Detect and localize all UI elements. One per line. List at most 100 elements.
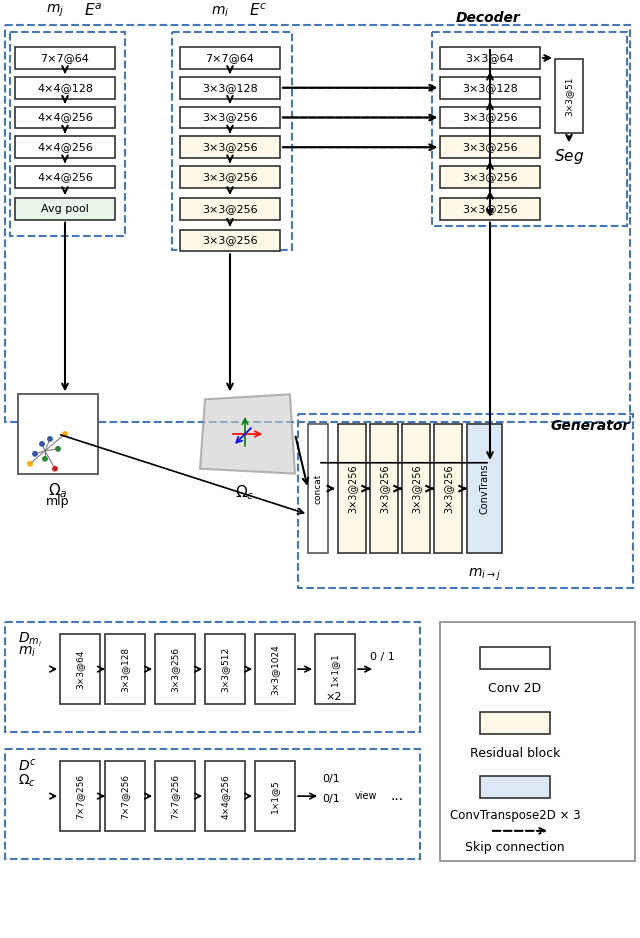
Point (53, 442, 63, 457)
FancyBboxPatch shape (467, 424, 502, 553)
FancyBboxPatch shape (15, 166, 115, 188)
FancyBboxPatch shape (255, 762, 295, 831)
Text: $m_{i\rightarrow j}$: $m_{i\rightarrow j}$ (468, 567, 501, 583)
Text: 3×3@256: 3×3@256 (411, 464, 421, 513)
Text: $E^c$: $E^c$ (249, 3, 268, 20)
Point (60, 427, 70, 442)
Text: ...: ... (390, 789, 403, 803)
Text: 3×3@51: 3×3@51 (564, 76, 573, 116)
Text: ConvTranspose2D × 3: ConvTranspose2D × 3 (450, 809, 580, 822)
Text: 4×4@256: 4×4@256 (37, 143, 93, 152)
Text: 3×3@128: 3×3@128 (120, 646, 129, 691)
Text: 3×3@1024: 3×3@1024 (271, 643, 280, 694)
Text: 0/1: 0/1 (322, 774, 340, 784)
FancyBboxPatch shape (555, 59, 583, 133)
Point (50, 461, 60, 477)
Text: Residual block: Residual block (470, 747, 560, 760)
FancyBboxPatch shape (255, 634, 295, 704)
FancyBboxPatch shape (180, 77, 280, 98)
FancyBboxPatch shape (402, 424, 430, 553)
Text: 3×3@256: 3×3@256 (443, 464, 453, 513)
Text: 3×3@256: 3×3@256 (347, 464, 357, 513)
FancyBboxPatch shape (180, 166, 280, 188)
Text: 4×4@256: 4×4@256 (37, 172, 93, 182)
Text: ×2: ×2 (325, 692, 342, 702)
Text: 3×3@256: 3×3@256 (462, 113, 518, 123)
PathPatch shape (200, 394, 295, 474)
FancyBboxPatch shape (370, 424, 398, 553)
FancyBboxPatch shape (180, 136, 280, 159)
Point (25, 456, 35, 471)
FancyBboxPatch shape (105, 634, 145, 704)
Text: 4×4@256: 4×4@256 (37, 113, 93, 123)
Text: 7×7@256: 7×7@256 (170, 774, 179, 819)
FancyBboxPatch shape (105, 762, 145, 831)
FancyBboxPatch shape (15, 107, 115, 129)
FancyBboxPatch shape (60, 762, 100, 831)
FancyBboxPatch shape (480, 647, 550, 669)
Text: 3×3@256: 3×3@256 (462, 143, 518, 152)
Point (37, 436, 47, 451)
FancyBboxPatch shape (440, 107, 540, 129)
Text: $E^a$: $E^a$ (84, 3, 102, 20)
Text: 4×4@256: 4×4@256 (221, 774, 230, 819)
Text: 3×3@256: 3×3@256 (202, 172, 258, 182)
Text: 3×3@256: 3×3@256 (202, 235, 258, 246)
Text: 7×7@64: 7×7@64 (205, 53, 255, 63)
FancyBboxPatch shape (440, 623, 635, 860)
FancyBboxPatch shape (434, 424, 462, 553)
Text: 7×7@256: 7×7@256 (76, 774, 84, 819)
Text: view: view (355, 791, 378, 801)
FancyBboxPatch shape (180, 230, 280, 251)
FancyBboxPatch shape (15, 136, 115, 159)
FancyBboxPatch shape (180, 47, 280, 68)
Text: 3×3@128: 3×3@128 (462, 83, 518, 93)
FancyBboxPatch shape (315, 634, 355, 704)
Text: $\Omega_c$: $\Omega_c$ (236, 484, 255, 502)
Text: Skip connection: Skip connection (465, 840, 565, 854)
Text: $D^c$: $D^c$ (18, 757, 37, 774)
Text: 7×7@64: 7×7@64 (40, 53, 90, 63)
Text: 3×3@256: 3×3@256 (462, 172, 518, 182)
Text: Avg pool: Avg pool (41, 204, 89, 214)
Text: 4×4@128: 4×4@128 (37, 83, 93, 93)
Point (30, 446, 40, 461)
Point (40, 451, 50, 466)
FancyBboxPatch shape (155, 634, 195, 704)
FancyBboxPatch shape (60, 634, 100, 704)
Text: $\Omega_c$: $\Omega_c$ (18, 773, 36, 790)
Text: 3×3@256: 3×3@256 (462, 204, 518, 214)
Text: 3×3@256: 3×3@256 (202, 204, 258, 214)
Text: Generator: Generator (551, 419, 630, 433)
FancyBboxPatch shape (18, 394, 98, 474)
FancyBboxPatch shape (308, 424, 328, 553)
Text: concat: concat (314, 474, 323, 504)
FancyBboxPatch shape (440, 47, 540, 68)
Text: 3×3@128: 3×3@128 (202, 83, 258, 93)
FancyBboxPatch shape (480, 712, 550, 734)
FancyBboxPatch shape (15, 198, 115, 219)
Text: 3×3@256: 3×3@256 (202, 113, 258, 123)
FancyBboxPatch shape (15, 77, 115, 98)
Text: 1×1@1: 1×1@1 (330, 652, 339, 686)
FancyBboxPatch shape (440, 136, 540, 159)
Text: $m_i$: $m_i$ (211, 5, 229, 20)
Text: 3×3@64: 3×3@64 (76, 649, 84, 688)
FancyBboxPatch shape (440, 166, 540, 188)
Text: Decoder: Decoder (455, 11, 520, 25)
Text: Conv 2D: Conv 2D (488, 682, 541, 695)
FancyBboxPatch shape (480, 777, 550, 798)
Text: 0/1: 0/1 (322, 794, 340, 804)
Text: $Seg$: $Seg$ (554, 147, 584, 166)
Text: $m_j$: $m_j$ (46, 3, 64, 20)
Text: 3×3@64: 3×3@64 (466, 53, 515, 63)
FancyBboxPatch shape (15, 47, 115, 68)
Text: 3×3@512: 3×3@512 (221, 646, 230, 691)
Point (45, 431, 55, 446)
Text: $\Omega_a$: $\Omega_a$ (48, 481, 68, 500)
FancyBboxPatch shape (205, 634, 245, 704)
Text: $D_{m_i}$: $D_{m_i}$ (18, 630, 42, 648)
Text: 3×3@256: 3×3@256 (170, 646, 179, 691)
FancyBboxPatch shape (440, 77, 540, 98)
FancyBboxPatch shape (205, 762, 245, 831)
